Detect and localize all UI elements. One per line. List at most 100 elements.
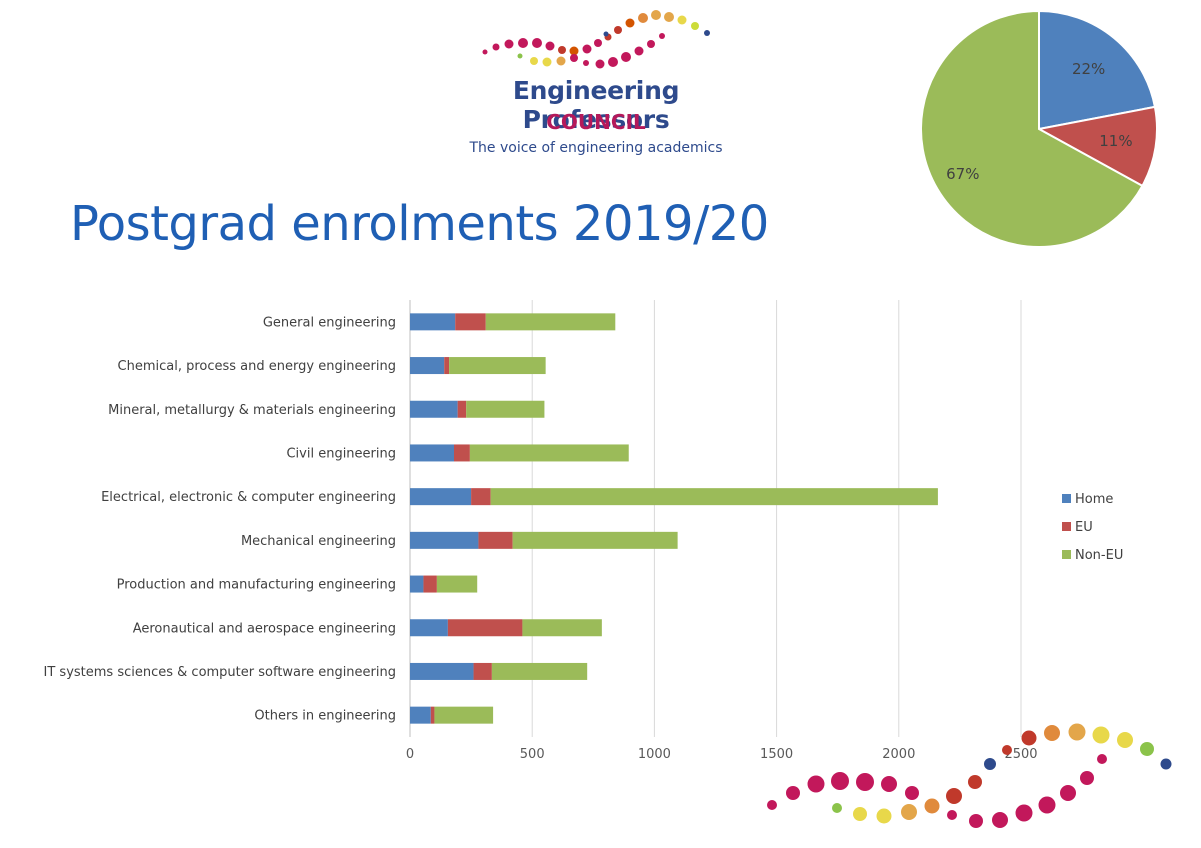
x-tick-label: 2000 [882,747,915,762]
decorative-dot [569,46,579,56]
bar-eu [471,488,491,506]
decorative-dot [530,57,538,65]
decorative-dot [647,40,655,48]
pie-chart: 22% 11% 67% [920,9,1158,248]
bar-non-eu [522,619,602,637]
x-tick-label: 1000 [638,747,671,762]
decorative-dot [901,804,917,820]
x-tick-label: 500 [520,747,545,762]
decorative-dot [504,39,514,49]
bar-eu [447,619,523,637]
decorative-dot [947,810,957,820]
epc-logo-dots [482,10,710,69]
decorative-dot [1044,725,1060,741]
pie-slice-label: 67% [946,165,979,183]
decorative-dot [831,772,849,790]
decorative-dot [691,22,699,30]
decorative-dot [856,773,874,791]
bar-eu [430,706,435,724]
category-label: Civil engineering [286,446,396,461]
bar-home [410,619,448,637]
decorative-dot [634,46,644,56]
decorative-dot [621,52,631,62]
category-label: Mineral, metallurgy & materials engineer… [108,403,396,418]
decorative-dot [570,54,578,62]
decorative-dot [556,56,566,66]
legend-swatch [1062,494,1071,503]
decorative-dot [1015,804,1033,822]
decorative-dot [1060,785,1076,801]
bar-non-eu [466,400,545,418]
bar-home [410,357,445,375]
decorative-dot [946,788,962,804]
decorative-dots [767,723,1172,828]
legend-swatch [1062,522,1071,531]
decorative-dot [968,775,982,789]
decorative-dot [595,59,605,69]
decorative-dot [1092,726,1110,744]
x-tick-label: 2500 [1004,747,1037,762]
decorative-dot [492,43,500,51]
decorative-dot [832,803,842,813]
bar-eu [478,531,513,549]
decorative-dot [1038,796,1056,814]
decorative-dot [482,49,488,55]
decorative-dot [1117,732,1133,748]
decorative-dot [984,758,996,770]
stacked-bar-chart: General engineering Chemical, process and… [44,300,1123,762]
bar-home [410,575,424,593]
decorative-dot [677,15,687,25]
category-label: Aeronautical and aerospace engineering [133,621,396,636]
decorative-dot [664,12,674,22]
decorative-dot [603,31,609,37]
category-label: Others in engineering [254,709,396,724]
category-label: IT systems sciences & computer software … [44,665,396,680]
pie-slice-label: 11% [1099,132,1132,150]
decorative-dot [582,44,592,54]
decorative-dot [659,33,665,39]
bar-non-eu [485,313,616,331]
logo-council: COUNCIL [546,110,646,134]
decorative-dot [608,57,618,67]
decorative-dot [651,10,661,20]
bar-non-eu [434,706,494,724]
bar-home [410,531,479,549]
decorative-dot [614,26,622,34]
decorative-dot [704,30,710,36]
decorative-dot [786,786,800,800]
decorative-dot [767,800,777,810]
decorative-dot [542,57,552,67]
decorative-dot [853,807,867,821]
bar-non-eu [512,531,678,549]
decorative-dot [518,38,528,48]
bar-eu [444,357,450,375]
decorative-dot [517,53,523,59]
decorative-dot [532,38,542,48]
category-label: Electrical, electronic & computer engine… [101,490,396,505]
bar-eu [457,400,467,418]
pie-slice [1038,9,1157,131]
page-title: Postgrad enrolments 2019/20 [70,196,769,252]
category-label: Chemical, process and energy engineering [118,359,396,374]
decorative-dot [876,808,892,824]
pie-slice [1036,105,1158,188]
decorative-dot [807,775,825,793]
bar-home [410,662,474,680]
decorative-dot [545,41,555,51]
decorative-dot [905,786,919,800]
bar-home [410,706,431,724]
logo-tagline: The voice of engineering academics [469,140,723,156]
decorative-dot [881,776,897,792]
bar-eu [423,575,437,593]
decorative-dot [1097,754,1107,764]
decorative-dot [969,814,983,828]
x-tick-label: 0 [406,747,414,762]
legend-label: Home [1075,492,1113,507]
decorative-dot [1002,745,1012,755]
decorative-dot [558,46,566,54]
bar-eu [455,313,486,331]
bar-non-eu [491,662,588,680]
decorative-dot [594,39,602,47]
decorative-dot [1068,723,1086,741]
bar-non-eu [490,488,938,506]
